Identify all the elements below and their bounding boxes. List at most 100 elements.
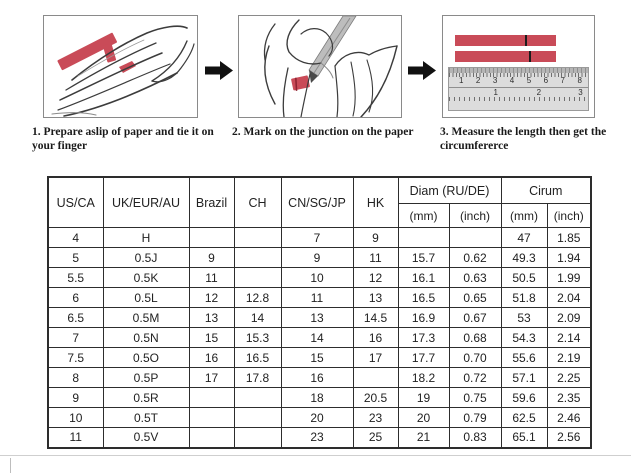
ruler-number: 2 [475,76,481,85]
table-cell: 59.6 [500,387,548,408]
ruler-cm-numbers: 1 2 3 4 5 6 7 8 [449,77,588,85]
pen-marking-finger-icon [263,16,398,117]
table-cell: 5.5 [47,267,104,288]
table-cell: 18 [280,387,354,408]
col-header-ch: CH [233,176,282,228]
ruler-number: 2 [536,88,542,97]
table-cell [233,267,282,288]
ruler-number: 3 [578,88,583,97]
table-cell: 12 [188,287,235,308]
step2-caption: 2. Mark on the junction on the paper [232,126,414,138]
col-header-diam-mm: (mm) [397,203,450,228]
table-cell: 23 [352,407,399,428]
pen-mark [525,35,527,46]
table-cell: H [102,227,190,248]
ruler-number: 1 [493,88,498,97]
col-header-cn-sg-jp: CN/SG/JP [280,176,354,228]
table-cell: 0.5R [102,387,190,408]
table-cell: 18.2 [397,367,450,388]
ruler-number: 5 [526,76,532,85]
table-cell: 12.8 [233,287,282,308]
table-row: 4 H 7 9 47 1.85 [47,227,592,248]
table-cell: 16.9 [397,307,450,328]
col-header-diam-group: Diam (RU/DE) [397,176,502,204]
col-header-brazil: Brazil [188,176,235,228]
table-cell [233,387,282,408]
table-row: 7 0.5N 15 15.3 14 16 17.3 0.68 54.3 2.14 [47,327,592,348]
table-cell: 11 [352,247,399,268]
table-cell: 0.83 [448,427,502,448]
table-cell: 6 [47,287,104,308]
table-cell: 2.04 [546,287,592,308]
table-cell: 7.5 [47,347,104,368]
table-cell: 13 [280,307,354,328]
table-cell [352,367,399,388]
table-cell [188,427,235,448]
ruler: 1 2 3 4 5 6 7 8 1 2 3 [448,67,589,111]
table-cell: 0.75 [448,387,502,408]
table-cell: 15.7 [397,247,450,268]
ruler-number: 6 [543,76,549,85]
table-cell: 9 [188,247,235,268]
table-cell: 2.14 [546,327,592,348]
table-cell: 0.5K [102,267,190,288]
table-cell: 0.5M [102,307,190,328]
table-cell: 0.5L [102,287,190,308]
table-cell: 13 [352,287,399,308]
table-row: 5 0.5J 9 9 11 15.7 0.62 49.3 1.94 [47,247,592,268]
table-cell: 6.5 [47,307,104,328]
table-cell: 49.3 [500,247,548,268]
table-cell: 14.5 [352,307,399,328]
table-cell [233,407,282,428]
table-cell: 2.09 [546,307,592,328]
table-cell: 0.5P [102,367,190,388]
table-cell: 0.65 [448,287,502,308]
table-cell: 0.72 [448,367,502,388]
table-cell: 16.5 [397,287,450,308]
table-cell: 11 [188,267,235,288]
table-cell: 2.56 [546,427,592,448]
table-cell: 20.5 [352,387,399,408]
step1-illustration-box [43,15,198,118]
table-cell: 15 [280,347,354,368]
hand-with-paper-slip-icon [51,25,195,117]
table-cell: 54.3 [500,327,548,348]
ruler-number: 8 [577,76,582,85]
table-cell: 0.5T [102,407,190,428]
table-cell: 65.1 [500,427,548,448]
table-cell: 50.5 [500,267,548,288]
table-cell: 51.8 [500,287,548,308]
table-cell: 14 [280,327,354,348]
col-header-cirum-inch: (inch) [546,203,592,228]
table-cell: 12 [352,267,399,288]
table-cell: 14 [233,307,282,328]
table-cell: 25 [352,427,399,448]
table-cell: 9 [280,247,354,268]
divider [10,458,11,473]
table-cell: 0.68 [448,327,502,348]
table-cell [188,407,235,428]
pen-mark [529,51,531,62]
table-row: 8 0.5P 17 17.8 16 18.2 0.72 57.1 2.25 [47,367,592,388]
step3-caption: 3. Measure the length then get the circu… [440,126,607,153]
table-cell: 16.1 [397,267,450,288]
table-cell: 11 [47,427,104,448]
table-cell: 0.5J [102,247,190,268]
table-cell: 0.79 [448,407,502,428]
table-cell: 1.99 [546,267,592,288]
table-cell: 0.62 [448,247,502,268]
table-cell: 53 [500,307,548,328]
table-cell: 16 [188,347,235,368]
table-cell: 23 [280,427,354,448]
arrow-right-icon [408,61,436,80]
table-cell: 0.5O [102,347,190,368]
table-cell: 2.46 [546,407,592,428]
col-header-uk-eur-au: UK/EUR/AU [102,176,190,228]
table-cell: 11 [280,287,354,308]
table-cell: 2.19 [546,347,592,368]
table-cell: 55.6 [500,347,548,368]
table-cell: 7 [47,327,104,348]
table-cell: 62.5 [500,407,548,428]
table-row: 5.5 0.5K 11 10 12 16.1 0.63 50.5 1.99 [47,267,592,288]
